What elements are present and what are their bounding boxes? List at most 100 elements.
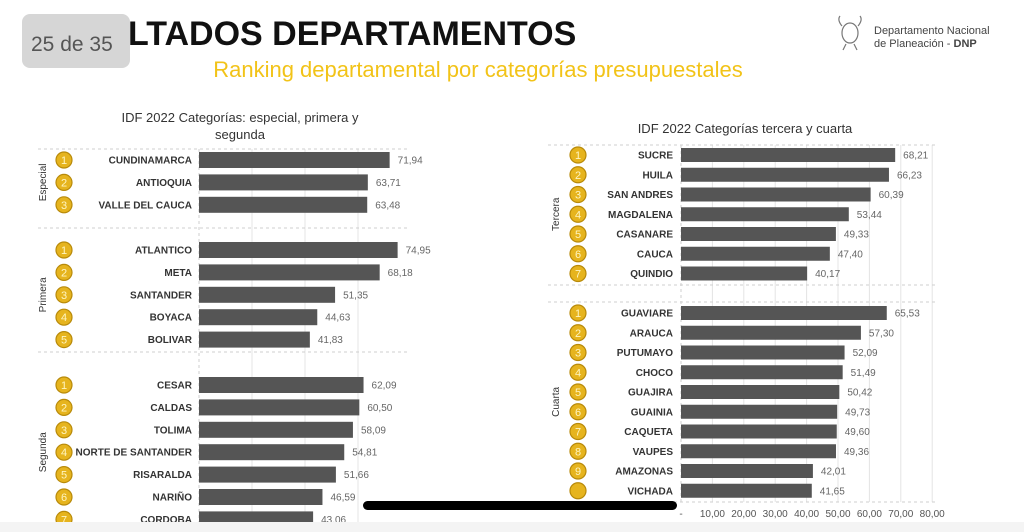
bar [199, 444, 345, 461]
category-label: NARIÑO [153, 491, 193, 504]
rank-medal-icon [569, 185, 587, 204]
bar [681, 404, 838, 419]
bar [681, 385, 840, 399]
bar [681, 483, 812, 498]
data-label: 40,17 [815, 269, 840, 280]
rank-number: 9 [575, 466, 581, 478]
bar [681, 365, 843, 380]
bar [681, 187, 871, 202]
rank-number: 3 [61, 200, 67, 212]
rank-number: 7 [61, 514, 67, 526]
rank-number: 5 [61, 470, 67, 482]
x-tick-label: 20,00 [731, 509, 756, 520]
x-tick-label: 70,00 [888, 509, 913, 520]
bar [199, 152, 390, 168]
bar [199, 286, 336, 303]
data-label: 41,65 [820, 486, 845, 497]
rank-medal-icon [569, 363, 587, 381]
rank-number: 5 [575, 229, 581, 241]
category-label: ARAUCA [630, 328, 673, 339]
rank-number: 7 [575, 269, 581, 281]
home-indicator[interactable] [363, 501, 677, 510]
rank-number: 6 [575, 249, 581, 261]
rank-medal-icon [55, 398, 73, 416]
data-label: 66,23 [897, 170, 922, 181]
rank-number: 3 [575, 190, 581, 202]
x-tick-label: 10,00 [700, 509, 725, 520]
group-label: Segunda [38, 432, 49, 472]
data-label: 51,66 [344, 470, 369, 481]
bar [199, 377, 364, 393]
left-chart-title-1: IDF 2022 Categorías: especial, primera y [122, 110, 359, 125]
rank-medal-icon [569, 166, 587, 184]
x-tick-label: 30,00 [763, 509, 788, 520]
category-label: CAQUETA [624, 427, 673, 438]
bar [681, 207, 849, 222]
rank-medal-icon [569, 343, 587, 362]
rank-medal-icon [569, 422, 587, 441]
rank-medal-icon [569, 442, 587, 460]
bar [199, 331, 310, 348]
bar [199, 399, 360, 416]
rank-medal-icon [55, 488, 73, 506]
rank-number: 1 [61, 155, 67, 167]
rank-medal-icon [55, 308, 73, 326]
group-label: Especial [38, 163, 49, 201]
bottom-strip [0, 522, 1024, 532]
x-tick-label: 80,00 [920, 509, 945, 520]
category-label: CAUCA [637, 249, 673, 260]
data-label: 46,59 [330, 493, 355, 504]
data-label: 51,49 [851, 368, 876, 379]
rank-number: 2 [61, 267, 67, 279]
rank-number: 7 [575, 427, 581, 439]
category-label: CASANARE [616, 230, 673, 241]
logo-text-line2-a: de Planeación - [874, 38, 954, 50]
data-label: 50,42 [847, 388, 872, 399]
rank-medal-icon [55, 466, 73, 484]
bar [199, 264, 380, 281]
rank-medal-icon [569, 264, 587, 283]
category-label: CESAR [157, 381, 193, 392]
bar [199, 242, 398, 258]
category-label: CUNDINAMARCA [109, 156, 192, 167]
bar [681, 345, 845, 360]
data-label: 49,60 [845, 427, 870, 438]
rank-number: 3 [575, 348, 581, 360]
rank-number: 3 [61, 425, 67, 437]
page-counter-badge [22, 14, 130, 68]
rank-medal-icon [569, 383, 587, 401]
rank-number: 1 [575, 308, 581, 320]
rank-number: 2 [61, 177, 67, 189]
rank-medal-icon [55, 263, 73, 281]
logo-text-line2-b: DNP [954, 38, 977, 50]
data-label: 68,18 [388, 268, 413, 279]
left-chart: Especial 1 CUNDINAMARCA 71,94 2 ANTIOQUIA 63,7… [38, 148, 431, 529]
bar [681, 464, 813, 478]
bar [199, 309, 318, 326]
category-label: BOLIVAR [148, 335, 193, 346]
category-label: GUAJIRA [628, 388, 673, 399]
data-label: 44,63 [325, 313, 350, 324]
rank-number: 4 [575, 367, 581, 379]
data-label: 49,33 [844, 230, 869, 241]
data-label: 42,01 [821, 467, 846, 478]
rank-number: 2 [61, 402, 67, 414]
data-label: 49,73 [845, 407, 870, 418]
rank-medal-icon [569, 403, 587, 421]
category-label: PUTUMAYO [617, 348, 674, 359]
category-label: BOYACA [150, 313, 192, 324]
slide-title: LTADOS DEPARTAMENTOS [128, 15, 576, 53]
bar [681, 306, 887, 320]
rank-number: 4 [61, 447, 67, 459]
bar [199, 466, 336, 483]
data-label: 54,81 [352, 448, 377, 459]
right-chart: Tercera 1 SUCRE 68,21 2 HUILA 66,23 3 SAN ANDRES… [548, 144, 945, 520]
category-label: SUCRE [638, 151, 673, 162]
category-label: ANTIOQUIA [136, 178, 192, 189]
data-label: 74,95 [406, 246, 431, 257]
category-label: GUAVIARE [621, 309, 673, 320]
category-label: RISARALDA [133, 470, 192, 481]
x-tick-label: - [679, 509, 682, 520]
bar [681, 325, 861, 340]
